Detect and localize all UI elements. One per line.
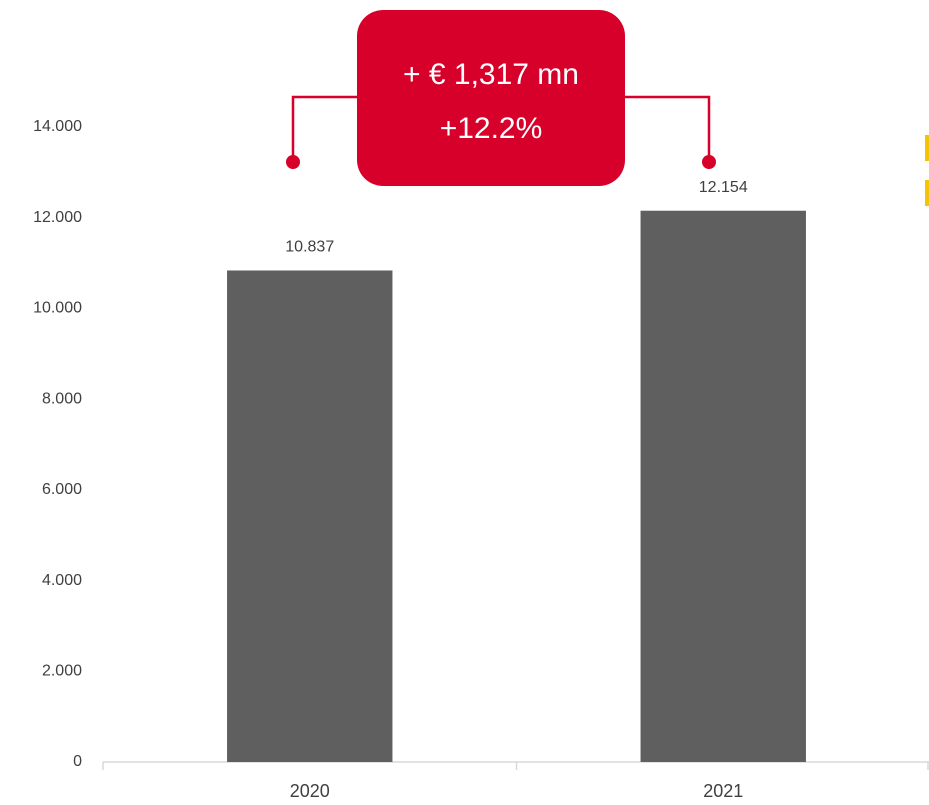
bar (227, 270, 393, 762)
y-tick-label: 14.000 (33, 118, 82, 135)
y-tick-label: 0 (73, 753, 82, 770)
x-tick-label: 2021 (703, 781, 743, 801)
legend-fragment (925, 135, 929, 161)
connector-dot (702, 155, 716, 169)
connector-dot (286, 155, 300, 169)
y-tick-label: 6.000 (42, 481, 82, 498)
data-label: 10.837 (285, 239, 334, 256)
connector (625, 95, 711, 162)
y-tick-label: 10.000 (33, 300, 82, 317)
annotation: + € 1,317 mn (403, 58, 579, 91)
bar (640, 210, 806, 763)
annotation: +12.2% (440, 112, 543, 145)
annotation-box (357, 10, 625, 186)
y-tick-label: 2.000 (42, 663, 82, 680)
y-tick-label: 8.000 (42, 390, 82, 407)
data-label: 12.154 (699, 179, 748, 196)
connector (291, 95, 357, 162)
y-tick-label: 4.000 (42, 572, 82, 589)
x-tick-label: 2020 (290, 781, 330, 801)
y-tick-label: 12.000 (33, 209, 82, 226)
legend-fragment (925, 180, 929, 206)
